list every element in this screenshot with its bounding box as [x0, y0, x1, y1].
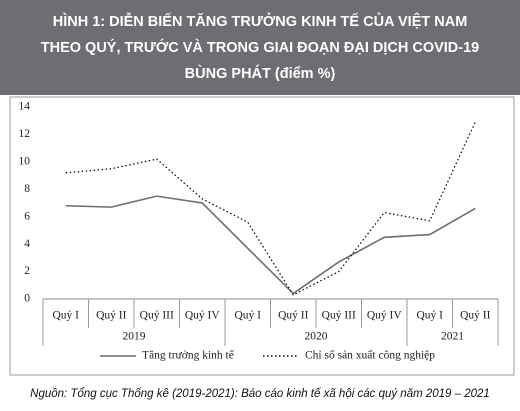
x-tick-label: Quý I: [416, 310, 443, 322]
y-tick-label: 2: [24, 265, 30, 277]
x-tick-label: Quý I: [234, 310, 261, 322]
x-tick-label: Quý IV: [367, 310, 403, 322]
chart-title: HÌNH 1: DIỄN BIẾN TĂNG TRƯỞNG KINH TẾ CỦ…: [53, 12, 468, 30]
series-line: [65, 121, 476, 296]
y-tick-label: 0: [24, 293, 30, 305]
series-line: [65, 195, 476, 295]
y-tick-label: 12: [19, 128, 31, 140]
y-tick-label: 10: [19, 155, 31, 167]
x-tick-label: Quý II: [278, 310, 309, 322]
legend-label: Tăng trưởng kinh tế: [142, 349, 235, 362]
chart-frame: [9, 96, 515, 376]
y-tick-label: 4: [24, 238, 30, 250]
y-tick-label: 6: [24, 210, 30, 222]
x-tick-label: Quý III: [140, 310, 174, 322]
group-label: 2021: [441, 331, 464, 343]
group-label: 2019: [123, 331, 146, 343]
x-tick-label: Quý III: [322, 310, 356, 322]
chart-title: THEO QUÝ, TRƯỚC VÀ TRONG GIAI ĐOẠN ĐẠI D…: [41, 38, 479, 56]
title-band: [0, 0, 520, 95]
group-label: 2020: [305, 331, 328, 343]
source: Nguồn: Tổng cục Thống kê (2019-2021): Bá…: [30, 388, 490, 400]
legend-label: Chỉ số sản xuất công nghiệp: [305, 349, 435, 362]
y-tick-label: 14: [19, 101, 31, 113]
y-tick-label: 8: [24, 183, 30, 195]
chart-title: BÙNG PHÁT (điểm %): [185, 64, 336, 82]
x-tick-label: Quý II: [460, 310, 491, 322]
x-tick-label: Quý IV: [185, 310, 221, 322]
x-tick-label: Quý II: [96, 310, 127, 322]
x-tick-label: Quý I: [52, 310, 79, 322]
